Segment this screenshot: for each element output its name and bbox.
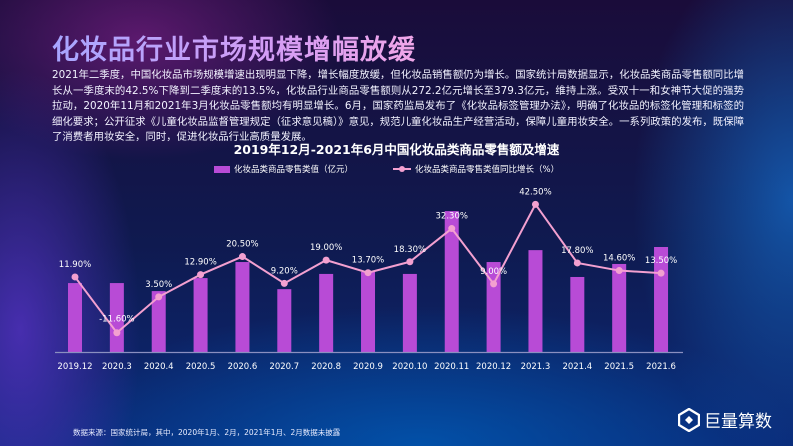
data-label: 32.30% (436, 212, 468, 222)
bar (193, 278, 208, 352)
chart-title: 2019年12月-2021年6月中国化妆品类商品零售额及增速 (233, 142, 560, 157)
data-label: 11.90% (59, 260, 91, 270)
legend-item-line: 化妆品类商品零售类值同比增长（%） (393, 163, 559, 175)
bar (277, 289, 292, 352)
growth-point (197, 271, 205, 279)
legend-item-bar: 化妆品类商品零售类值（亿元） (214, 163, 353, 175)
data-label: 13.50% (645, 256, 677, 266)
bar (402, 273, 417, 352)
bar (612, 263, 627, 352)
x-tick-label: 2020.6 (228, 362, 258, 372)
bar (151, 291, 166, 352)
x-tick-label: 2019.12 (57, 362, 92, 372)
juliang-logo-icon (678, 407, 700, 432)
data-source-note: 数据来源：国家统计局，其中，2020年1月、2月，2021年1月、2月数据未披露 (73, 428, 341, 437)
growth-point (448, 225, 456, 233)
legend-line-label: 化妆品类商品零售类值同比增长（%） (415, 165, 560, 175)
data-label: 12.90% (184, 258, 216, 268)
x-tick-label: 2021.3 (521, 362, 551, 372)
growth-point (155, 293, 163, 301)
bar (109, 283, 124, 352)
bar (444, 211, 459, 352)
data-label: 19.00% (310, 243, 342, 253)
growth-point (406, 258, 414, 266)
bar (68, 283, 82, 352)
growth-point (490, 280, 498, 288)
x-tick-label: 2020.8 (311, 362, 341, 372)
legend-bar-label: 化妆品类商品零售类值（亿元） (234, 165, 354, 175)
x-tick-label: 2020.3 (102, 362, 132, 372)
data-label: 13.70% (352, 256, 384, 266)
data-label: 20.50% (226, 240, 258, 250)
data-label: -11.60% (99, 315, 134, 325)
data-label: 9.20% (271, 266, 298, 276)
growth-point (657, 269, 665, 277)
data-label: 17.80% (561, 246, 593, 256)
chart-legend: 化妆品类商品零售类值（亿元） 化妆品类商品零售类值同比增长（%） (214, 163, 559, 175)
growth-point (113, 329, 121, 337)
growth-point (364, 269, 372, 277)
bar (361, 271, 376, 352)
x-tick-label: 2021.5 (604, 362, 634, 372)
x-tick-label: 2020.10 (392, 362, 427, 372)
growth-point (573, 259, 581, 267)
summary-paragraph: 2021年二季度，中国化妆品市场规模增速出现明显下降，增长幅度放缓，但化妆品销售… (52, 69, 744, 143)
bar (319, 273, 334, 352)
bar (235, 262, 250, 352)
x-tick-label: 2020.9 (353, 362, 383, 372)
growth-point (531, 200, 539, 208)
data-label: 14.60% (603, 254, 635, 264)
brand-logo-text: 巨量算数 (704, 412, 772, 432)
legend-line-swatch (393, 166, 412, 172)
growth-point (71, 273, 79, 281)
data-label: 3.50% (145, 280, 172, 290)
x-tick-label: 2020.5 (186, 362, 216, 372)
bar (570, 276, 585, 352)
growth-point (322, 256, 330, 264)
x-tick-label: 2020.12 (476, 362, 511, 372)
data-label: 18.30% (394, 245, 426, 255)
x-tick-label: 2021.4 (562, 362, 592, 372)
growth-point (615, 267, 623, 275)
x-tick-label: 2020.11 (434, 362, 469, 372)
data-label: 42.50% (519, 187, 551, 197)
bar (486, 262, 501, 352)
growth-point (280, 279, 288, 287)
legend-bar-swatch (214, 165, 230, 173)
bar (528, 250, 543, 352)
data-label: 9.00% (480, 267, 507, 277)
x-tick-label: 2020.7 (269, 362, 299, 372)
x-tick-label: 2020.4 (144, 362, 174, 372)
growth-point (238, 253, 246, 261)
brand-logo: 巨量算数 (678, 407, 772, 432)
x-tick-label: 2021.6 (646, 362, 676, 372)
page-title: 化妆品行业市场规模增幅放缓 (52, 28, 416, 67)
